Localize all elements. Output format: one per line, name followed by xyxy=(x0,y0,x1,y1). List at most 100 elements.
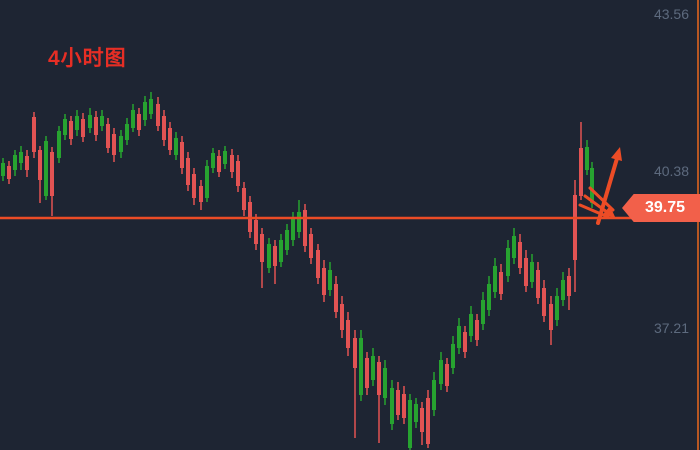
candle-body xyxy=(590,168,594,203)
candle-body xyxy=(297,212,301,232)
candle-body xyxy=(149,99,153,114)
candle-body xyxy=(359,338,363,395)
candle-body xyxy=(445,364,449,386)
drawn-arrow xyxy=(596,153,620,225)
candle-body xyxy=(174,138,178,155)
candle-body xyxy=(573,195,577,260)
candle-body xyxy=(230,155,234,172)
candle-body xyxy=(211,153,215,168)
price-axis-label: 43.56 xyxy=(653,6,689,22)
candle-body xyxy=(100,116,104,126)
price-tag-label: 39.75 xyxy=(644,199,686,216)
candle-body xyxy=(137,114,141,130)
chart-title: 4小时图 xyxy=(48,47,127,70)
candle-body xyxy=(493,266,497,292)
candle-body xyxy=(585,147,589,170)
price-tag: 39.75 xyxy=(622,194,700,222)
candle-body xyxy=(192,174,196,198)
candle-body xyxy=(518,242,522,268)
candle-body xyxy=(254,220,258,244)
candle-body xyxy=(273,246,277,266)
candle-body xyxy=(402,394,406,418)
candle-body xyxy=(285,230,289,250)
candle-body xyxy=(432,380,436,410)
candle-body xyxy=(334,284,338,312)
candle-body xyxy=(168,128,172,150)
candle-body xyxy=(94,117,98,135)
candle-body xyxy=(25,156,29,170)
candle-body xyxy=(390,388,394,424)
candle-body xyxy=(63,119,67,135)
candle-body xyxy=(32,117,36,152)
candle-body xyxy=(19,152,23,163)
candle-body xyxy=(143,102,147,120)
candle-body xyxy=(512,236,516,258)
candle-body xyxy=(7,166,11,179)
candle-body xyxy=(475,320,479,340)
candle-body xyxy=(365,358,369,388)
candle-body xyxy=(371,356,375,380)
candle-body xyxy=(408,400,412,448)
candle-body xyxy=(579,148,583,196)
candle-body xyxy=(524,258,528,286)
candle-body xyxy=(414,404,418,422)
candle-body xyxy=(542,288,546,316)
candle-body xyxy=(156,104,160,126)
price-axis-label: 37.21 xyxy=(653,320,689,336)
candle-body xyxy=(260,234,264,262)
candle-body xyxy=(481,300,485,324)
candle-body xyxy=(180,142,184,168)
candle-body xyxy=(383,368,387,398)
candle-body xyxy=(119,136,123,152)
candle-body xyxy=(50,152,54,196)
candle-body xyxy=(303,210,307,246)
candle-body xyxy=(131,110,135,128)
candle-body xyxy=(353,338,357,368)
candle-body xyxy=(396,390,400,415)
candle-body xyxy=(346,320,350,348)
candle-body xyxy=(328,270,332,290)
candle-body xyxy=(469,314,473,336)
candle-body xyxy=(217,156,221,172)
candle-body xyxy=(125,124,129,140)
candle-body xyxy=(530,262,534,282)
candle-body xyxy=(267,244,271,268)
candle-body xyxy=(457,326,461,348)
drawn-arrow xyxy=(578,203,610,219)
drawn-arrow-head xyxy=(603,206,616,219)
candle-body xyxy=(205,166,209,198)
candle-body xyxy=(322,268,326,295)
candle-body xyxy=(69,121,73,139)
candle-body xyxy=(316,250,320,278)
candle-body xyxy=(291,218,295,240)
candle-body xyxy=(81,119,85,137)
candle-body xyxy=(309,234,313,258)
candle-body xyxy=(451,344,455,368)
candle-body xyxy=(506,248,510,276)
candle-body xyxy=(44,141,48,196)
candle-body xyxy=(549,304,553,330)
candle-body xyxy=(561,280,565,300)
candle-body xyxy=(223,151,227,164)
candle-body xyxy=(199,186,203,202)
candle-body xyxy=(567,276,571,296)
candle-body xyxy=(340,304,344,330)
candle-body xyxy=(439,360,443,384)
drawn-arrow-head xyxy=(611,147,622,161)
price-axis-label: 40.38 xyxy=(653,163,689,179)
candle-body xyxy=(242,188,246,210)
candle-body xyxy=(426,398,430,444)
candle-body xyxy=(279,240,283,262)
candle-body xyxy=(75,116,79,130)
candle-body xyxy=(186,158,190,185)
candle-body xyxy=(499,272,503,294)
candle-body xyxy=(1,163,5,176)
candle-body xyxy=(420,408,424,432)
candle-body xyxy=(236,161,240,186)
candle-body xyxy=(38,150,42,180)
candle-body xyxy=(377,362,381,395)
candle-body xyxy=(487,284,491,310)
candle-body xyxy=(13,155,17,170)
